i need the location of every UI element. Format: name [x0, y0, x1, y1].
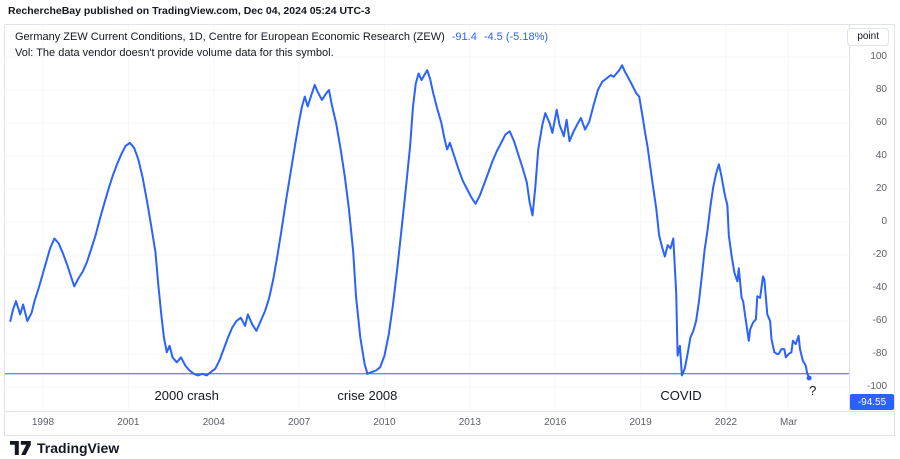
time-tick-label: 2019	[629, 417, 652, 428]
zew-series-line[interactable]	[9, 64, 811, 379]
last-point-marker	[806, 375, 812, 381]
price-tick-label: 0	[881, 216, 887, 227]
price-tick-label: 80	[875, 84, 887, 95]
time-tick-label: 2016	[544, 417, 567, 428]
time-tick-label: 2001	[117, 417, 140, 428]
last-price-badge: -94.55	[850, 394, 894, 410]
time-tick-label: 1998	[31, 417, 55, 428]
price-tick-label: 100	[870, 51, 887, 62]
price-tick-label: -100	[866, 381, 887, 392]
annotation--[interactable]: ?	[809, 383, 816, 398]
change-value: -4.5 (-5.18%)	[483, 31, 549, 43]
price-unit-button[interactable]: point	[847, 28, 889, 46]
chart-legend: Germany ZEW Current Conditions, 1D, Cent…	[15, 30, 548, 60]
price-tick-label: 60	[875, 117, 887, 128]
tradingview-logo-icon[interactable]	[10, 441, 31, 455]
last-value: -91.4	[451, 31, 477, 43]
price-scale[interactable]: 100 80 60 40 20 0 -20 -40 -60 -80 -100	[849, 25, 894, 411]
time-tick-label: 2004	[202, 417, 225, 428]
volume-note: Vol: The data vendor doesn't provide vol…	[15, 47, 334, 59]
price-tick-label: -80	[872, 348, 887, 359]
time-tick-label: 2013	[458, 417, 481, 428]
time-tick-label: Mar	[779, 417, 798, 428]
time-tick-label: 2022	[714, 417, 738, 428]
annotation-covid[interactable]: COVID	[660, 388, 701, 403]
footer-brand-label[interactable]: TradingView	[37, 440, 120, 456]
price-tick-label: 40	[875, 150, 887, 161]
price-tick-label: -40	[872, 282, 887, 293]
time-scale[interactable]: 1998 2001 2004 2007 2010 2013 2016 2019 2022 Mar	[5, 411, 894, 435]
footer: TradingView	[10, 438, 119, 458]
annotation-crise-2008[interactable]: crise 2008	[337, 388, 397, 403]
price-tick-label: -20	[872, 249, 887, 260]
chart-plot-area[interactable]: 2000 crash crise 2008 COVID?	[5, 25, 849, 411]
price-tick-label: -60	[872, 315, 887, 326]
chart-widget: Germany ZEW Current Conditions, 1D, Cent…	[4, 24, 895, 436]
symbol-title: Germany ZEW Current Conditions, 1D, Cent…	[15, 31, 445, 43]
time-tick-label: 2007	[287, 417, 311, 428]
time-tick-label: 2010	[373, 417, 396, 428]
price-tick-label: 20	[875, 183, 887, 194]
annotation-2000-crash[interactable]: 2000 crash	[155, 388, 219, 403]
attribution-text: RechercheBay published on TradingView.co…	[8, 5, 371, 17]
